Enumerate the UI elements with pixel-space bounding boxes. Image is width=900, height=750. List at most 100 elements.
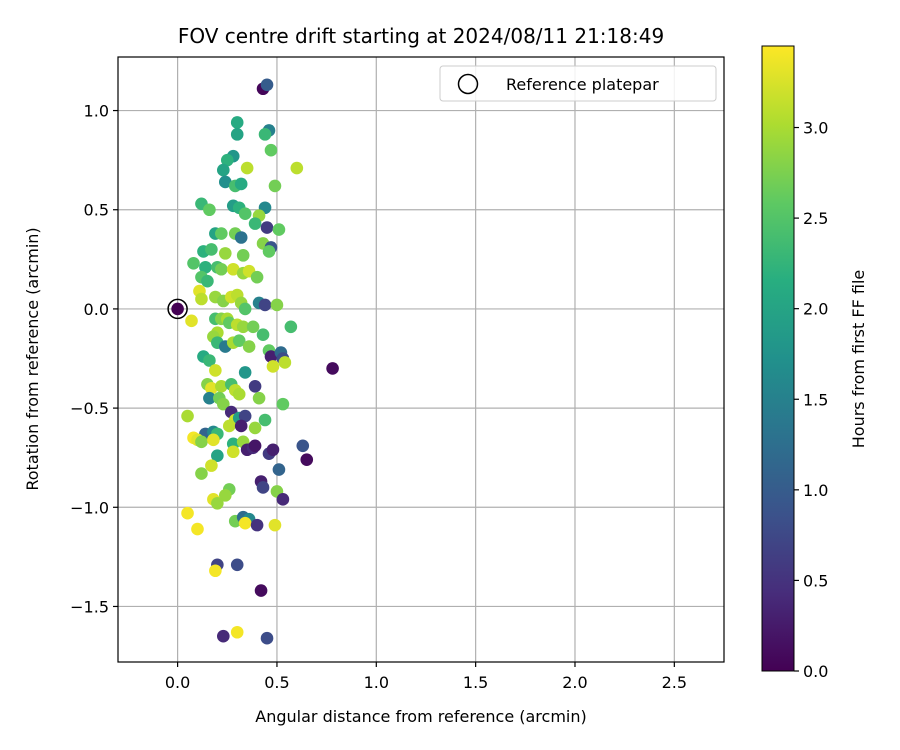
data-point [236,320,250,334]
x-tick-label: 1.0 [364,673,389,692]
data-point [240,161,254,175]
colorbar-gradient [761,45,795,672]
data-point [230,116,244,129]
data-point [181,409,194,423]
data-point [211,497,224,510]
colorbar-tick-label: 3.0 [803,119,828,138]
data-point [264,143,278,157]
data-point [260,631,274,645]
data-point [205,381,218,395]
data-point [230,558,244,572]
chart-title: FOV centre drift starting at 2024/08/11 … [178,24,664,48]
data-point [195,435,208,449]
y-tick-label: −1.0 [70,498,109,517]
data-point [205,243,218,256]
reference-point-dot [171,302,184,316]
data-point [226,445,240,459]
data-point [242,340,256,353]
x-axis-ticks: 0.0 0.5 1.0 1.5 2.0 2.5 [165,662,687,692]
data-point [217,629,230,643]
data-point [217,163,230,177]
data-point [290,161,304,175]
data-point [248,439,262,453]
data-point [276,397,290,411]
data-point [238,516,252,530]
data-point [215,379,228,393]
data-point [230,128,244,141]
data-point [226,262,240,276]
data-point [256,328,270,342]
legend-marker [457,73,479,95]
data-point [185,314,198,328]
data-point [201,274,214,288]
data-point [215,227,228,240]
data-point [258,128,272,141]
x-tick-label: 0.5 [264,673,289,692]
legend-box [439,65,717,102]
colorbar-tick-label: 1.5 [803,390,828,409]
colorbar-tick-label: 2.0 [803,300,828,319]
data-point [248,217,262,230]
data-point [217,397,230,411]
data-point [296,439,310,453]
data-point [284,320,298,334]
data-point [262,245,276,258]
data-point [218,247,232,260]
data-point [220,153,234,167]
data-point [207,433,220,447]
colorbar-title: Hours from first FF file [849,270,868,449]
legend: Reference platepar [439,65,717,102]
colorbar-tick-label: 1.0 [803,481,828,500]
data-point [300,453,314,466]
data-point [266,443,280,457]
data-point [222,419,236,433]
colorbar: 0.0 0.5 1.0 1.5 2.0 2.5 3.0 Hours from first F… [761,45,868,681]
colorbar-tick-label: 0.5 [803,571,828,590]
data-point [203,391,216,405]
data-point [268,518,282,532]
y-tick-label: 1.0 [84,102,109,121]
data-point [252,391,266,405]
x-tick-label: 0.0 [165,673,190,692]
data-point [264,350,278,363]
x-tick-label: 2.5 [662,673,687,692]
reference-marker [167,298,188,320]
y-axis-ticks: 1.0 0.5 0.0 −0.5 −1.0 −1.5 [70,102,118,616]
data-point [246,320,260,334]
data-point [238,366,252,379]
data-point [276,493,290,506]
data-point [218,175,232,189]
data-point [218,489,232,502]
reference-point-ring [167,298,188,320]
data-point [195,467,208,480]
x-tick-label: 1.5 [463,673,488,692]
data-point [230,625,244,639]
data-point [266,360,280,373]
data-point [199,260,212,274]
plot-frame [117,56,725,663]
data-point [203,203,216,217]
x-tick-label: 2.0 [562,673,587,692]
data-point [250,270,264,284]
colorbar-tick-label: 0.0 [803,662,828,681]
data-point [258,413,272,427]
data-point [238,302,252,316]
data-point [248,421,262,435]
data-point [250,518,264,532]
data-point [272,223,286,236]
data-point [258,298,272,312]
y-axis-title: Rotation from reference (arcmin) [23,227,42,490]
y-tick-label: 0.0 [84,300,109,319]
x-axis-title: Angular distance from reference (arcmin) [255,707,586,726]
data-point [232,387,246,401]
legend-label: Reference platepar [506,75,659,94]
data-point [260,221,274,234]
data-point [195,292,208,306]
data-point [248,379,262,393]
y-tick-label: −1.5 [70,597,109,616]
data-point [181,506,194,520]
data-points [181,78,339,645]
data-point [238,207,252,221]
data-point [234,419,248,433]
